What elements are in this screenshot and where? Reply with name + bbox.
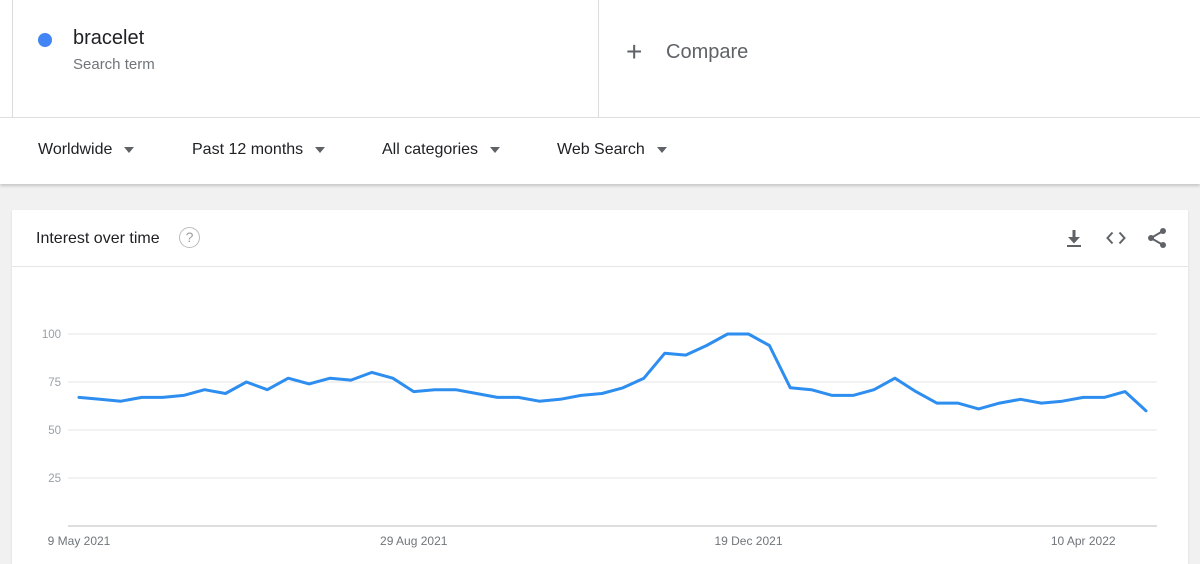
search-term-type: Search term <box>73 56 155 73</box>
search-type-filter-label: Web Search <box>557 141 645 158</box>
time-range-filter[interactable]: Past 12 months <box>192 141 326 159</box>
card-title: Interest over time <box>36 230 160 247</box>
region-filter[interactable]: Worldwide <box>38 141 135 159</box>
search-term-card[interactable]: bracelet Search term <box>12 0 599 117</box>
y-tick-label: 75 <box>48 377 61 389</box>
series-line <box>77 332 1148 413</box>
y-tick-label: 50 <box>48 425 61 437</box>
search-term-bar: bracelet Search term + Compare <box>0 0 1200 117</box>
plus-icon: + <box>626 36 643 67</box>
dropdown-arrow-icon <box>315 147 326 153</box>
interest-over-time-card: Interest over time ? 25 50 75 100 9 May 2021… <box>12 210 1188 564</box>
filter-bar: Worldwide Past 12 months All categories … <box>0 117 1200 184</box>
category-filter[interactable]: All categories <box>382 141 501 159</box>
search-term-name[interactable]: bracelet <box>73 27 145 49</box>
card-header: Interest over time ? <box>12 210 1188 267</box>
compare-label: Compare <box>666 40 749 63</box>
dropdown-arrow-icon <box>656 147 667 153</box>
help-icon[interactable]: ? <box>179 227 200 248</box>
y-tick-label: 25 <box>48 473 61 485</box>
time-range-filter-label: Past 12 months <box>192 141 304 158</box>
y-tick-label: 100 <box>42 329 61 341</box>
x-tick-label: 10 Apr 2022 <box>1051 534 1116 548</box>
dropdown-arrow-icon <box>124 147 135 153</box>
region-filter-label: Worldwide <box>38 141 113 158</box>
embed-code-icon[interactable] <box>1104 226 1128 250</box>
category-filter-label: All categories <box>382 141 479 158</box>
term-color-dot <box>38 33 52 47</box>
x-tick-label: 19 Dec 2021 <box>714 534 782 548</box>
dropdown-arrow-icon <box>490 147 501 153</box>
compare-button[interactable]: + Compare <box>626 38 748 66</box>
x-tick-label: 29 Aug 2021 <box>380 534 448 548</box>
x-tick-label: 9 May 2021 <box>48 534 111 548</box>
share-icon[interactable] <box>1145 226 1169 250</box>
search-type-filter[interactable]: Web Search <box>557 141 667 159</box>
download-icon[interactable] <box>1062 226 1086 250</box>
interest-line-chart: 25 50 75 100 9 May 2021 29 Aug 2021 19 Dec 202… <box>42 329 1157 548</box>
